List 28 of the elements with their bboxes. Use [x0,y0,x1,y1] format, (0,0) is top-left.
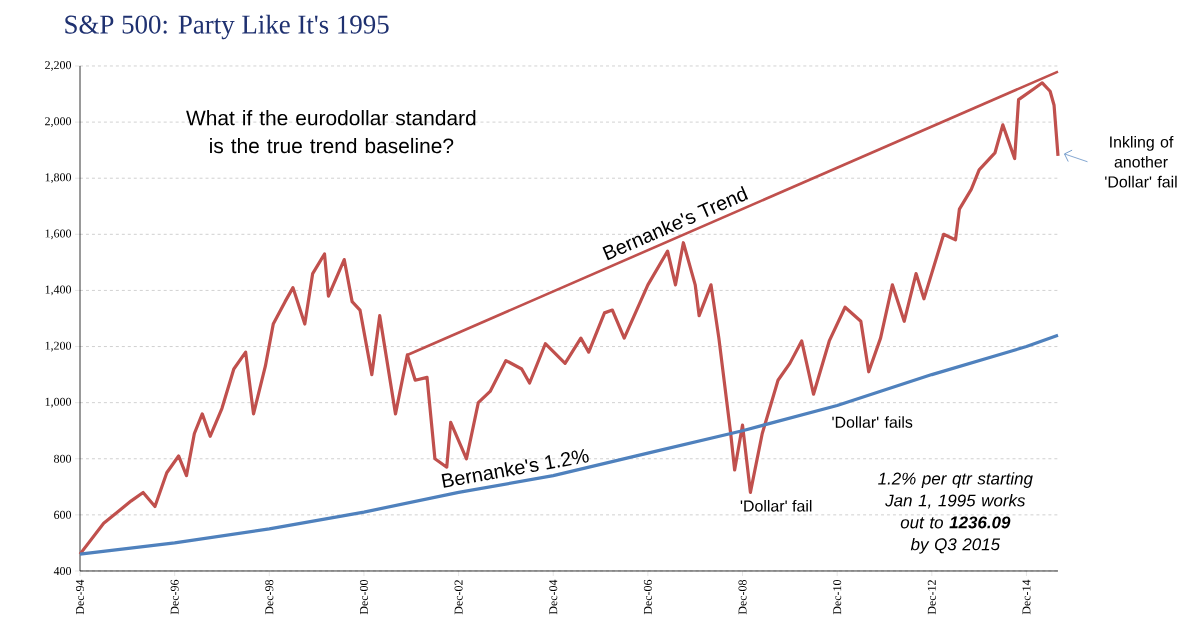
x-tick-label: Dec-12 [927,580,936,615]
x-tick-label: Dec-98 [265,579,274,615]
annotation: 'Dollar' fails [832,416,913,428]
y-tick-label: 2,200 [45,61,72,71]
x-tick-label: Dec-04 [549,579,558,615]
x-tick-label: Dec-00 [359,579,368,615]
y-tick-label: 1,400 [45,285,72,296]
chart-title: S&P 500: Party Like It's 1995 [65,14,389,40]
x-tick-label: Dec-94 [75,579,85,615]
x-tick-label: Dec-14 [1022,579,1031,615]
text: Bernanke's 1.2% [441,448,589,488]
annotation: Inkling of another 'Dollar' fail [1105,135,1177,188]
x-tick-label: Dec-10 [833,579,842,615]
annotation: 1.2% per qtr starting Jan 1, 1995 works out to 1236.09 by Q3 2015 [878,472,1033,554]
x-tick-label: Dec-02 [454,580,463,615]
y-tick-label: 1,200 [45,341,72,352]
y-tick-label: 600 [54,510,72,519]
annotation: 'Dollar' fail [740,499,812,512]
y-tick-label: 1,800 [45,173,72,184]
y-tick-label: 2,000 [45,117,72,127]
annotation: What if the eurodollar standard is the true trend baseline? [186,110,476,154]
y-tick-label: 800 [54,454,72,463]
y-tick-label: 1,600 [45,229,72,240]
x-tick-label: Dec-08 [738,579,747,615]
x-tick-label: Dec-06 [643,579,652,615]
y-tick-label: 400 [53,566,72,576]
x-tick-label: Dec-96 [170,579,179,615]
y-tick-label: 1,000 [45,397,72,408]
